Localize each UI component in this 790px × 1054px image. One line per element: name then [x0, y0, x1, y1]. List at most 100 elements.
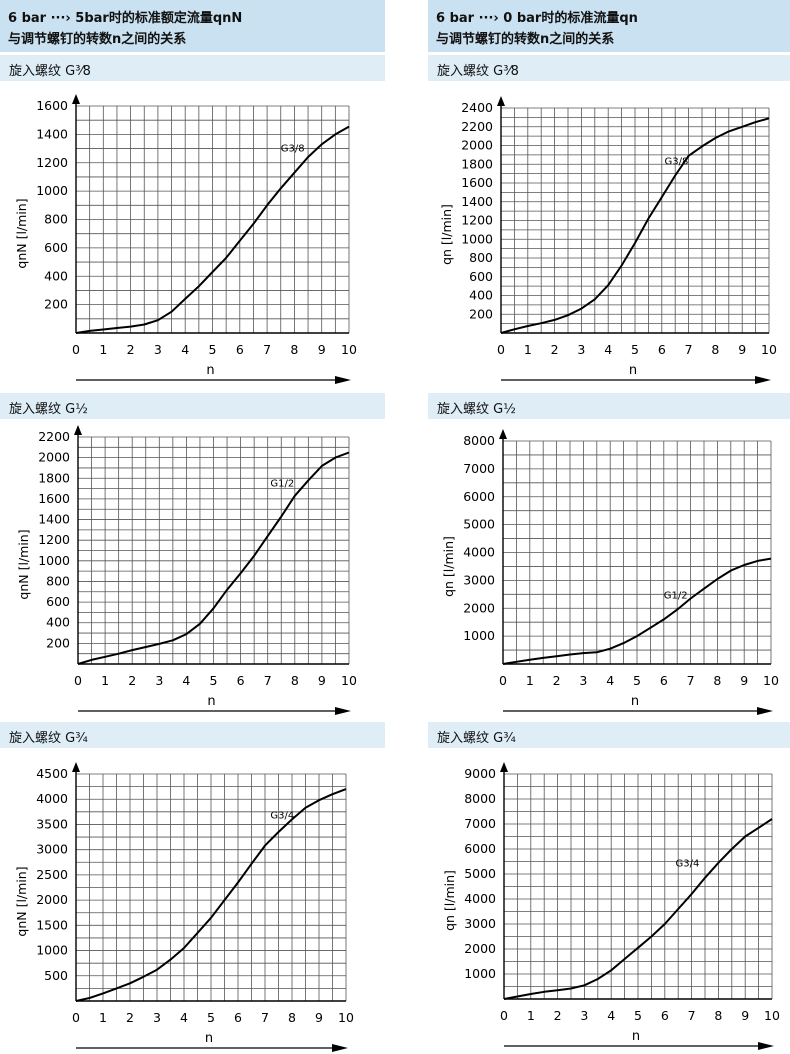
x-direction-arrow-head	[332, 1044, 348, 1052]
x-tick-label: 5	[634, 1008, 642, 1023]
x-tick-label: 3	[580, 1008, 588, 1023]
x-tick-label: 4	[182, 673, 190, 688]
curve-label: G1/2	[664, 590, 688, 601]
y-tick-label: 1200	[461, 213, 493, 228]
x-tick-label: 7	[685, 342, 693, 357]
x-tick-label: 2	[128, 673, 136, 688]
x-tick-label: 10	[338, 1010, 354, 1025]
y-tick-label: 2500	[36, 867, 68, 882]
y-tick-label: 2000	[463, 600, 495, 615]
right-header-line2: 与调节螺钉的转数n之间的关系	[436, 32, 615, 47]
curve-label: G3/8	[281, 143, 305, 154]
y-axis-label: qnN [l/min]	[14, 866, 29, 936]
x-tick-label: 7	[688, 1008, 696, 1023]
x-direction-arrow-head	[335, 376, 351, 384]
x-direction-arrow-head	[335, 707, 351, 715]
x-tick-label: 6	[234, 1010, 242, 1025]
flow-curve	[75, 788, 347, 1002]
y-tick-label: 5000	[464, 866, 496, 881]
y-tick-label: 1600	[461, 175, 493, 190]
x-tick-label: 5	[631, 342, 639, 357]
section-title: 旋入螺纹 G½	[437, 402, 516, 417]
x-direction-arrow-head	[757, 707, 773, 715]
x-tick-label: 5	[633, 673, 641, 688]
flow-curve	[75, 125, 350, 334]
x-tick-label: 1	[526, 673, 534, 688]
y-tick-label: 600	[44, 240, 68, 255]
x-tick-label: 3	[579, 673, 587, 688]
y-axis-arrow	[500, 762, 508, 772]
x-tick-label: 0	[72, 1010, 80, 1025]
x-tick-label: 3	[577, 342, 585, 357]
x-tick-label: 5	[207, 1010, 215, 1025]
x-tick-label: 0	[497, 342, 505, 357]
x-tick-label: 6	[660, 673, 668, 688]
y-tick-label: 400	[469, 288, 493, 303]
y-tick-label: 1600	[38, 491, 70, 506]
section-g34-left: 旋入螺纹 G¾	[0, 722, 385, 748]
x-tick-label: 5	[209, 342, 217, 357]
y-tick-label: 1000	[461, 231, 493, 246]
y-tick-label: 400	[44, 268, 68, 283]
y-axis-arrow	[497, 96, 505, 106]
x-tick-label: 7	[264, 673, 272, 688]
y-tick-label: 8000	[463, 433, 495, 448]
x-tick-label: 9	[318, 342, 326, 357]
x-tick-label: 10	[761, 342, 777, 357]
section-title: 旋入螺纹 G³⁄8	[9, 64, 91, 79]
y-tick-label: 1500	[36, 917, 68, 932]
section-g12-right: 旋入螺纹 G½	[428, 393, 790, 419]
x-tick-label: 4	[606, 673, 614, 688]
right-header: 6 bar ···› 0 bar时的标准流量qn 与调节螺钉的转数n之间的关系	[428, 0, 790, 52]
x-tick-label: 0	[500, 1008, 508, 1023]
y-tick-label: 1000	[36, 183, 68, 198]
y-axis-label: qn [l/min]	[439, 204, 454, 265]
y-tick-label: 800	[44, 212, 68, 227]
y-axis-label: qn [l/min]	[441, 536, 456, 597]
y-tick-label: 1000	[464, 966, 496, 981]
x-tick-label: 6	[236, 342, 244, 357]
x-tick-label: 8	[713, 673, 721, 688]
x-tick-label: 0	[499, 673, 507, 688]
flow-curve	[502, 557, 772, 665]
x-tick-label: 4	[181, 342, 189, 357]
left-header-line2: 与调节螺钉的转数n之间的关系	[8, 32, 187, 47]
y-axis-arrow	[72, 94, 80, 104]
x-tick-label: 8	[290, 342, 298, 357]
section-title: 旋入螺纹 G½	[9, 402, 88, 417]
y-tick-label: 1000	[463, 628, 495, 643]
section-g12-left: 旋入螺纹 G½	[0, 393, 385, 419]
x-tick-label: 1	[99, 1010, 107, 1025]
y-tick-label: 5000	[463, 517, 495, 532]
left-header-line1: 6 bar ···› 5bar时的标准额定流量qnN	[8, 11, 243, 26]
y-tick-label: 3500	[36, 816, 68, 831]
y-tick-label: 4000	[464, 891, 496, 906]
curve-label: G3/4	[270, 810, 294, 821]
y-tick-label: 1400	[36, 126, 68, 141]
x-tick-label: 2	[551, 342, 559, 357]
y-tick-label: 3000	[463, 572, 495, 587]
x-tick-label: 10	[763, 673, 779, 688]
y-tick-label: 1400	[38, 512, 70, 527]
x-tick-label: 9	[738, 342, 746, 357]
y-tick-label: 2000	[464, 941, 496, 956]
right-header-line1: 6 bar ···› 0 bar时的标准流量qn	[436, 11, 638, 26]
y-tick-label: 1000	[38, 553, 70, 568]
y-tick-label: 7000	[464, 816, 496, 831]
section-g38-left: 旋入螺纹 G³⁄8	[0, 55, 385, 81]
x-tick-label: 10	[341, 342, 357, 357]
x-tick-label: 4	[180, 1010, 188, 1025]
y-axis-arrow	[499, 429, 507, 439]
x-tick-label: 3	[154, 342, 162, 357]
y-tick-label: 600	[469, 269, 493, 284]
flow-curve	[77, 451, 350, 665]
y-tick-label: 3000	[36, 842, 68, 857]
x-tick-label: 7	[263, 342, 271, 357]
x-tick-label: 6	[661, 1008, 669, 1023]
x-tick-label: 2	[126, 1010, 134, 1025]
y-tick-label: 3000	[464, 916, 496, 931]
